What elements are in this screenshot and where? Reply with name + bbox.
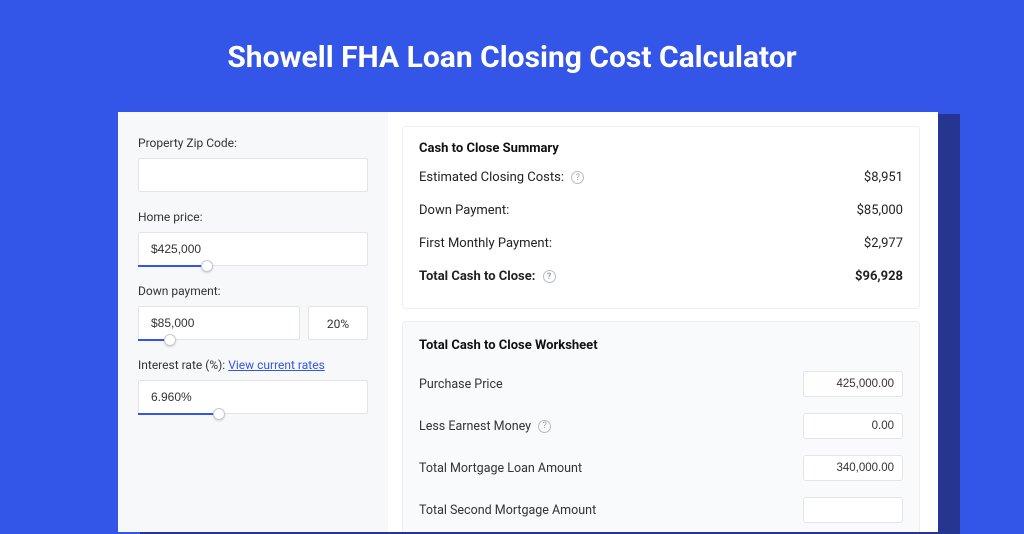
worksheet-row-label: Total Mortgage Loan Amount: [419, 461, 582, 476]
worksheet-heading: Total Cash to Close Worksheet: [419, 338, 903, 353]
input-panel: Property Zip Code: Home price: Down paym…: [118, 112, 388, 532]
worksheet-row-value[interactable]: [803, 371, 903, 397]
down-payment-row: 20%: [138, 306, 368, 340]
results-panel: Cash to Close Summary Estimated Closing …: [388, 112, 938, 532]
summary-row-label: Total Cash to Close: ?: [419, 269, 556, 284]
interest-label: Interest rate (%): View current rates: [138, 358, 368, 372]
interest-slider-track: [138, 413, 219, 415]
summary-row-value: $85,000: [857, 203, 903, 218]
home-price-field-group: Home price:: [138, 210, 368, 266]
home-price-input[interactable]: [138, 232, 368, 266]
view-rates-link[interactable]: View current rates: [228, 358, 325, 372]
worksheet-row-value[interactable]: [803, 455, 903, 481]
help-icon[interactable]: ?: [571, 171, 584, 184]
summary-box: Cash to Close Summary Estimated Closing …: [402, 126, 920, 309]
home-price-slider-track: [138, 265, 207, 267]
down-payment-input[interactable]: [138, 306, 300, 340]
down-payment-slider-thumb[interactable]: [164, 334, 176, 346]
calculator-card: Property Zip Code: Home price: Down paym…: [118, 112, 938, 532]
interest-label-text: Interest rate (%):: [138, 358, 228, 372]
down-payment-field-group: Down payment: 20%: [138, 284, 368, 340]
worksheet-row: Purchase Price: [419, 371, 903, 397]
summary-row: Down Payment: $85,000: [419, 203, 903, 236]
summary-heading: Cash to Close Summary: [419, 141, 903, 156]
help-icon[interactable]: ?: [538, 420, 551, 433]
worksheet-row-label: Total Second Mortgage Amount: [419, 503, 596, 518]
summary-row-value: $2,977: [864, 236, 903, 251]
zip-label: Property Zip Code:: [138, 136, 368, 150]
summary-row: First Monthly Payment: $2,977: [419, 236, 903, 269]
home-price-slider-thumb[interactable]: [201, 260, 213, 272]
down-payment-slider-wrap: [138, 306, 300, 340]
home-price-label: Home price:: [138, 210, 368, 224]
zip-input[interactable]: [138, 158, 368, 192]
interest-slider-wrap: [138, 380, 368, 414]
worksheet-box: Total Cash to Close Worksheet Purchase P…: [402, 321, 920, 532]
help-icon[interactable]: ?: [543, 270, 556, 283]
worksheet-row: Less Earnest Money ?: [419, 413, 903, 439]
summary-row-label: First Monthly Payment:: [419, 236, 552, 251]
worksheet-row-value[interactable]: [803, 413, 903, 439]
worksheet-row: Total Second Mortgage Amount: [419, 497, 903, 523]
interest-input[interactable]: [138, 380, 368, 414]
summary-row: Estimated Closing Costs: ? $8,951: [419, 170, 903, 203]
worksheet-row-label: Purchase Price: [419, 377, 503, 392]
summary-row-label: Down Payment:: [419, 203, 509, 218]
worksheet-row: Total Mortgage Loan Amount: [419, 455, 903, 481]
interest-slider-thumb[interactable]: [213, 408, 225, 420]
interest-field-group: Interest rate (%): View current rates: [138, 358, 368, 414]
page-title: Showell FHA Loan Closing Cost Calculator: [0, 0, 1024, 99]
worksheet-row-label: Less Earnest Money ?: [419, 419, 551, 434]
summary-row-label: Estimated Closing Costs: ?: [419, 170, 584, 185]
summary-row: Total Cash to Close: ? $96,928: [419, 269, 903, 302]
zip-field-group: Property Zip Code:: [138, 136, 368, 192]
worksheet-row-value[interactable]: [803, 497, 903, 523]
summary-row-value: $8,951: [864, 170, 903, 185]
down-payment-label: Down payment:: [138, 284, 368, 298]
summary-row-value: $96,928: [855, 269, 903, 284]
down-payment-pct[interactable]: 20%: [308, 306, 368, 340]
home-price-slider-wrap: [138, 232, 368, 266]
